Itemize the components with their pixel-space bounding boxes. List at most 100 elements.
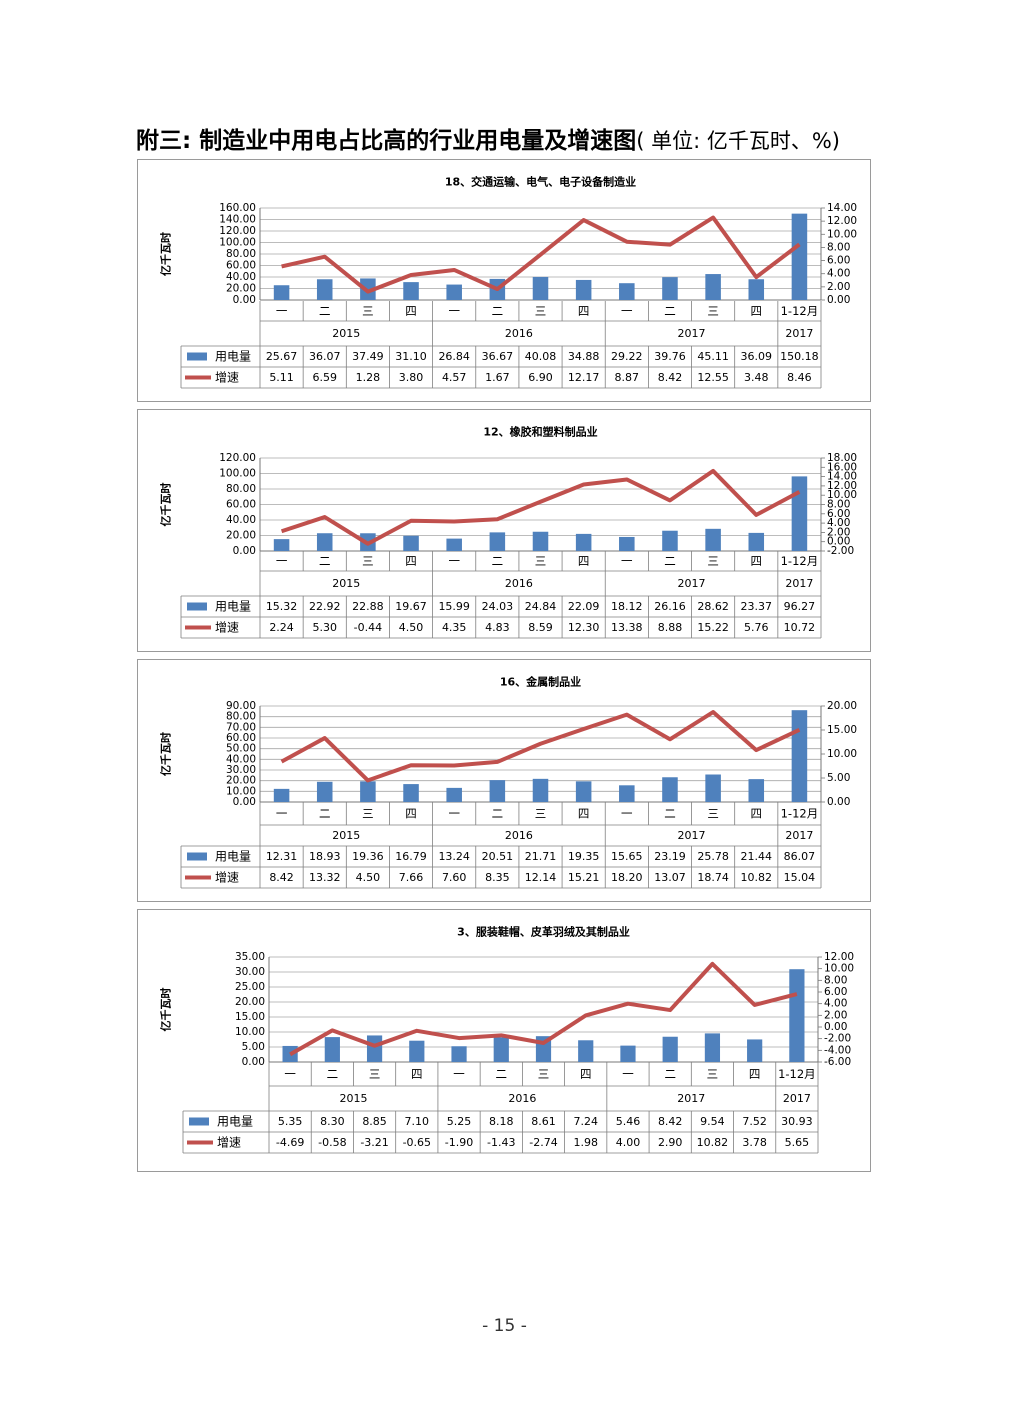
data-label: 7.10 bbox=[405, 1115, 430, 1128]
data-label: 20.51 bbox=[482, 850, 514, 863]
y-tick-label: 20.00 bbox=[226, 283, 256, 295]
data-label: -3.21 bbox=[360, 1136, 388, 1149]
y-tick-label: 60.00 bbox=[226, 499, 256, 511]
data-label: 7.60 bbox=[442, 871, 467, 884]
data-label: 21.44 bbox=[741, 850, 773, 863]
bar bbox=[575, 533, 592, 551]
bar bbox=[619, 536, 635, 551]
y-tick-label: 160.00 bbox=[219, 202, 256, 214]
year-label: 2015 bbox=[332, 327, 360, 340]
bar bbox=[403, 535, 419, 551]
y-tick-label: 120.00 bbox=[219, 452, 256, 464]
data-label: 18.93 bbox=[309, 850, 341, 863]
year-label: 2015 bbox=[332, 577, 360, 590]
data-label: 22.09 bbox=[568, 600, 600, 613]
bar bbox=[403, 282, 419, 300]
legend-swatch-bar bbox=[187, 602, 207, 611]
category-label: 一 bbox=[453, 1067, 465, 1081]
page-title-text: 附三: 制造业中用电占比高的行业用电量及增速图 bbox=[136, 128, 637, 154]
category-label: 四 bbox=[751, 304, 763, 318]
bar bbox=[316, 781, 333, 802]
data-label: 15.65 bbox=[611, 850, 643, 863]
legend-label: 用电量 bbox=[215, 600, 251, 614]
category-label: 二 bbox=[319, 807, 331, 821]
category-label: 二 bbox=[319, 554, 331, 568]
data-label: 15.32 bbox=[266, 600, 298, 613]
category-label: 四 bbox=[751, 554, 763, 568]
data-label: -1.90 bbox=[445, 1136, 473, 1149]
bar bbox=[619, 283, 635, 300]
data-label: 21.71 bbox=[525, 850, 557, 863]
y2-tick-label: 18.00 bbox=[827, 452, 857, 464]
category-label: 四 bbox=[405, 554, 417, 568]
y-tick-label: 0.00 bbox=[233, 294, 256, 306]
data-label: 15.21 bbox=[568, 871, 600, 884]
data-label: 7.66 bbox=[399, 871, 424, 884]
data-label: 19.36 bbox=[352, 850, 384, 863]
growth-line bbox=[280, 710, 801, 783]
bar bbox=[360, 781, 376, 802]
y-tick-label: 20.00 bbox=[226, 775, 256, 787]
growth-line bbox=[281, 215, 801, 294]
y2-tick-label: 10.00 bbox=[824, 963, 854, 975]
category-label: 一 bbox=[276, 807, 288, 821]
category-label: 二 bbox=[664, 554, 676, 568]
category-label: 一 bbox=[276, 554, 288, 568]
category-label: 四 bbox=[411, 1067, 423, 1081]
y-axis-label: 亿千瓦时 bbox=[159, 988, 173, 1032]
y-tick-label: 10.00 bbox=[226, 785, 256, 797]
y2-tick-label: 0.00 bbox=[824, 1021, 847, 1033]
data-label: 86.07 bbox=[784, 850, 816, 863]
data-label: 23.19 bbox=[654, 850, 686, 863]
data-label: 4.83 bbox=[485, 621, 510, 634]
bar bbox=[409, 1040, 425, 1062]
y-tick-label: 90.00 bbox=[226, 700, 256, 712]
chart-panel-rubber-plastics: 12、橡胶和塑料制品业 亿千瓦时 120.00 100.00 80.00 60.00 40.… bbox=[137, 409, 871, 652]
y2-tick-label: 0.00 bbox=[827, 536, 850, 548]
y-tick-label: 30.00 bbox=[226, 764, 256, 776]
bar bbox=[446, 538, 462, 551]
data-label: 15.22 bbox=[697, 621, 729, 634]
data-label: 15.99 bbox=[438, 600, 470, 613]
y-tick-label: 15.00 bbox=[235, 1011, 265, 1023]
data-label: -0.44 bbox=[354, 621, 382, 634]
category-label: 三 bbox=[362, 807, 374, 821]
y-axis-label: 亿千瓦时 bbox=[159, 732, 173, 776]
bar bbox=[451, 1046, 467, 1062]
year-label: 2017 bbox=[677, 1092, 705, 1105]
growth-line bbox=[289, 961, 798, 1057]
y2-tick-label: 16.00 bbox=[827, 461, 857, 473]
year-label: 2016 bbox=[505, 829, 533, 842]
category-label: 四 bbox=[578, 554, 590, 568]
y2-tick-label: -6.00 bbox=[824, 1056, 851, 1068]
y-tick-label: 20.00 bbox=[235, 996, 265, 1008]
data-label: 8.42 bbox=[658, 371, 683, 384]
data-label: 6.59 bbox=[312, 371, 337, 384]
category-label: 四 bbox=[580, 1067, 592, 1081]
category-label: 三 bbox=[369, 1067, 381, 1081]
y2-tick-label: -4.00 bbox=[824, 1044, 851, 1056]
bar bbox=[446, 284, 462, 300]
data-label: 34.88 bbox=[568, 350, 600, 363]
data-label: 19.35 bbox=[568, 850, 600, 863]
data-label: 5.46 bbox=[616, 1115, 641, 1128]
data-label: 12.17 bbox=[568, 371, 600, 384]
legend-label: 用电量 bbox=[217, 1115, 253, 1129]
chart-panel-metal-products: 16、金属制品业 亿千瓦时 90.00 80.00 70.00 60.00 50.00 40.… bbox=[137, 659, 871, 902]
y2-tick-label: 12.00 bbox=[827, 215, 857, 227]
page-number: - 15 - bbox=[482, 1316, 527, 1336]
y-tick-label: 5.00 bbox=[242, 1041, 265, 1053]
category-label: 1-12月 bbox=[778, 1067, 816, 1081]
data-label: 96.27 bbox=[784, 600, 816, 613]
data-label: 16.79 bbox=[395, 850, 427, 863]
bar bbox=[273, 788, 290, 802]
data-label: 29.22 bbox=[611, 350, 643, 363]
y2-tick-label: 14.00 bbox=[827, 471, 857, 483]
legend-label: 增速 bbox=[215, 871, 239, 885]
bar bbox=[403, 784, 419, 802]
y2-tick-label: 2.00 bbox=[827, 526, 850, 538]
y2-tick-label: -2.00 bbox=[824, 1033, 851, 1045]
